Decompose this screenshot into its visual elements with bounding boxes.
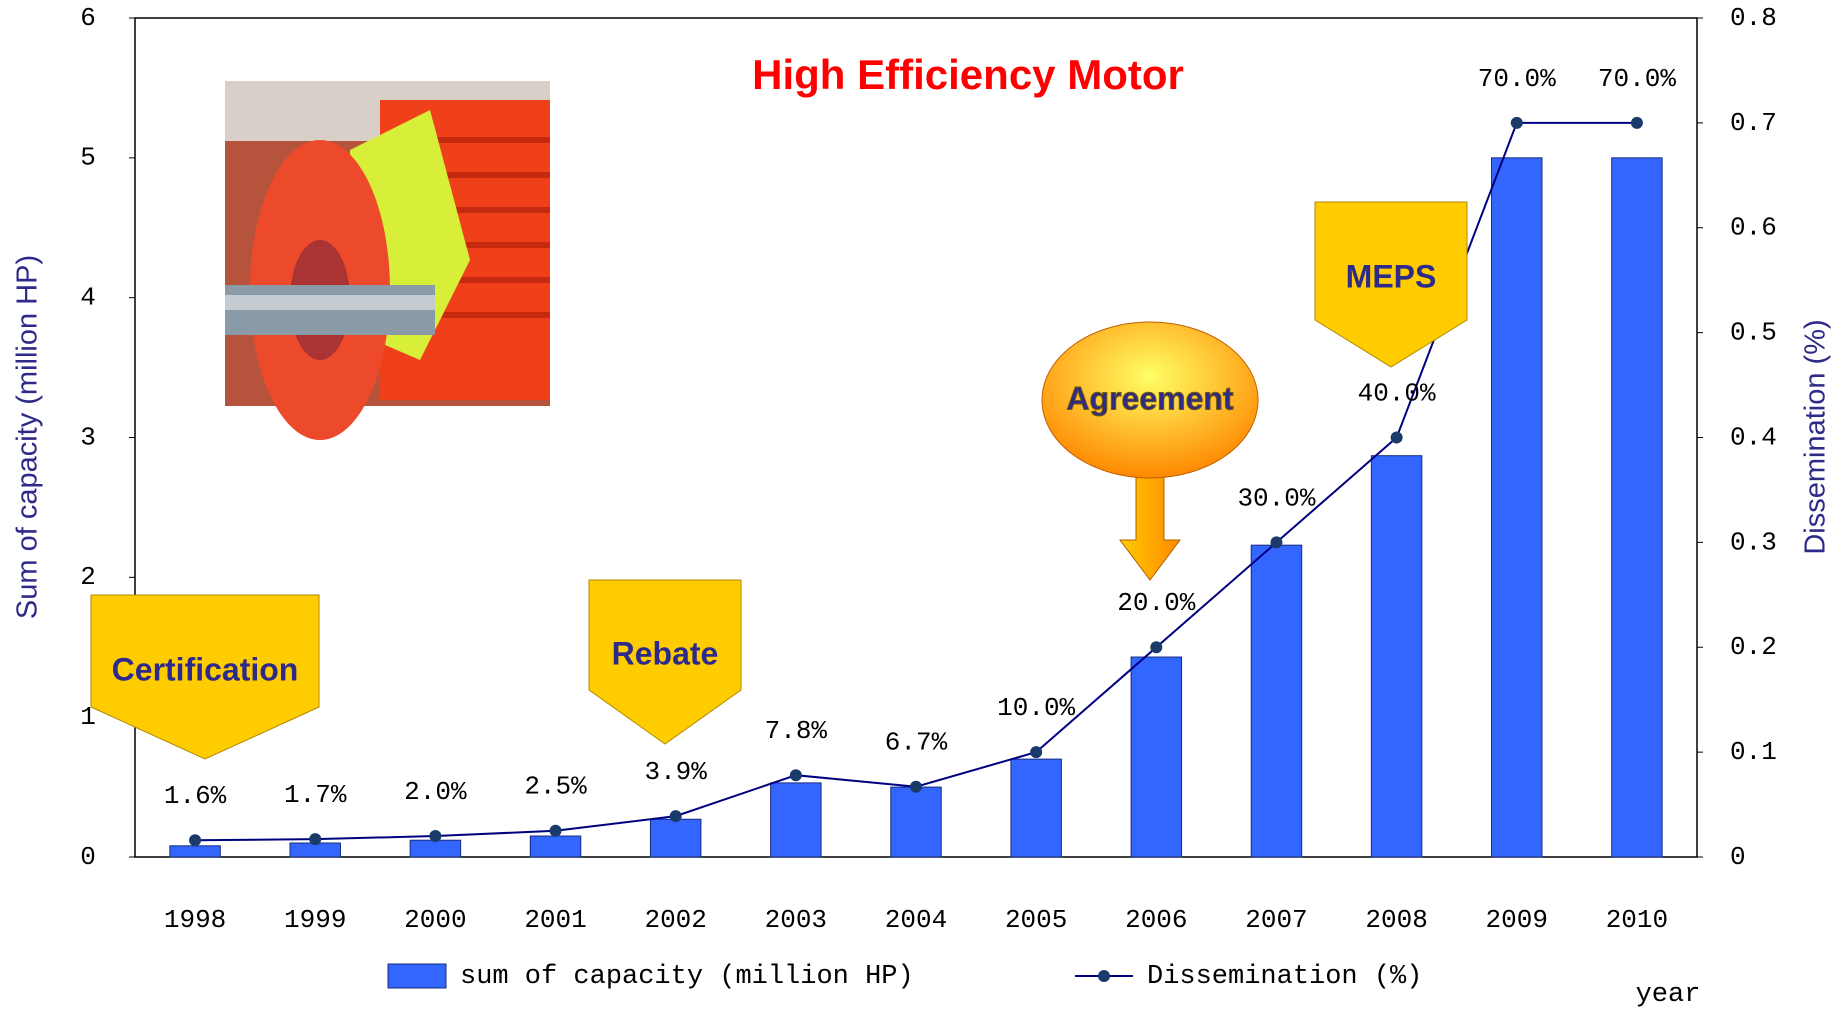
bar bbox=[1131, 657, 1181, 857]
data-label: 1.6% bbox=[164, 781, 227, 811]
data-label: 10.0% bbox=[997, 693, 1075, 723]
data-label: 30.0% bbox=[1237, 483, 1315, 513]
x-tick-label: 2001 bbox=[524, 905, 586, 935]
x-tick-label: 2006 bbox=[1125, 905, 1187, 935]
y2-tick-label: 0.2 bbox=[1730, 632, 1777, 662]
line-point bbox=[429, 830, 441, 842]
y-tick-label: 0 bbox=[80, 842, 96, 872]
y2-axis-title: Dissemination (%) bbox=[1800, 319, 1832, 554]
y-tick-label: 5 bbox=[80, 143, 96, 173]
callout-label: Certification bbox=[112, 651, 299, 687]
data-label: 2.0% bbox=[404, 777, 467, 807]
y-tick-label: 6 bbox=[80, 3, 96, 33]
y2-tick-label: 0.5 bbox=[1730, 318, 1777, 348]
chart: High Efficiency Motor Sum of capacity (m… bbox=[0, 0, 1844, 1008]
line-point bbox=[1391, 432, 1403, 444]
x-tick-label: 2009 bbox=[1486, 905, 1548, 935]
y2-tick-label: 0.3 bbox=[1730, 527, 1777, 557]
x-tick-label: 2005 bbox=[1005, 905, 1067, 935]
line-point bbox=[189, 834, 201, 846]
x-tick-label: 2000 bbox=[404, 905, 466, 935]
legend-label: Dissemination (%) bbox=[1147, 962, 1422, 992]
callout-label: MEPS bbox=[1346, 258, 1437, 294]
y2-tick-label: 0.8 bbox=[1730, 3, 1777, 33]
data-label: 6.7% bbox=[885, 728, 948, 758]
line-point bbox=[1030, 746, 1042, 758]
y2-tick-label: 0.4 bbox=[1730, 422, 1777, 452]
y-tick-label: 4 bbox=[80, 283, 96, 313]
bar bbox=[1612, 158, 1662, 857]
x-tick-label: 2008 bbox=[1365, 905, 1427, 935]
bar bbox=[1492, 158, 1542, 857]
data-label: 40.0% bbox=[1358, 378, 1436, 408]
line-point bbox=[670, 810, 682, 822]
x-tick-label: 2007 bbox=[1245, 905, 1307, 935]
y2-tick-label: 0.6 bbox=[1730, 213, 1777, 243]
bar bbox=[891, 787, 941, 857]
data-label: 3.9% bbox=[644, 757, 707, 787]
bar bbox=[530, 836, 580, 857]
line-point bbox=[1631, 117, 1643, 129]
y2-tick-label: 0.1 bbox=[1730, 737, 1777, 767]
y2-tick-label: 0 bbox=[1730, 842, 1746, 872]
x-tick-label: 1998 bbox=[164, 905, 226, 935]
x-tick-label: 2010 bbox=[1606, 905, 1668, 935]
motor-photo bbox=[225, 81, 550, 440]
x-tick-label: 2004 bbox=[885, 905, 947, 935]
bar bbox=[650, 819, 700, 857]
callout-label: Rebate bbox=[612, 635, 719, 671]
x-axis-title: year bbox=[1636, 980, 1701, 1008]
data-label: 7.8% bbox=[765, 716, 828, 746]
legend-label: sum of capacity (million HP) bbox=[460, 962, 914, 992]
line-point bbox=[550, 825, 562, 837]
line-point bbox=[790, 769, 802, 781]
x-tick-label: 1999 bbox=[284, 905, 346, 935]
data-label: 1.7% bbox=[284, 780, 347, 810]
bar bbox=[170, 846, 220, 857]
x-tick-label: 2002 bbox=[644, 905, 706, 935]
legend-swatch bbox=[388, 964, 446, 988]
data-label: 70.0% bbox=[1598, 64, 1676, 94]
line-point bbox=[1270, 536, 1282, 548]
line-point bbox=[1150, 641, 1162, 653]
chart-title: High Efficiency Motor bbox=[752, 51, 1184, 98]
data-label: 20.0% bbox=[1117, 588, 1195, 618]
data-label: 70.0% bbox=[1478, 64, 1556, 94]
bar bbox=[771, 783, 821, 857]
bar bbox=[1011, 759, 1061, 857]
line-point bbox=[309, 833, 321, 845]
bar bbox=[1371, 456, 1421, 857]
y-tick-label: 2 bbox=[80, 562, 96, 592]
legend-swatch bbox=[1098, 970, 1110, 982]
bar bbox=[1251, 545, 1301, 857]
data-label: 2.5% bbox=[524, 772, 587, 802]
y-tick-label: 3 bbox=[80, 422, 96, 452]
line-point bbox=[910, 781, 922, 793]
y-axis-title: Sum of capacity (million HP) bbox=[12, 255, 44, 619]
bar bbox=[410, 840, 460, 857]
line-point bbox=[1511, 117, 1523, 129]
callout-label: Agreement bbox=[1066, 380, 1234, 416]
x-tick-label: 2003 bbox=[765, 905, 827, 935]
y2-tick-label: 0.7 bbox=[1730, 108, 1777, 138]
